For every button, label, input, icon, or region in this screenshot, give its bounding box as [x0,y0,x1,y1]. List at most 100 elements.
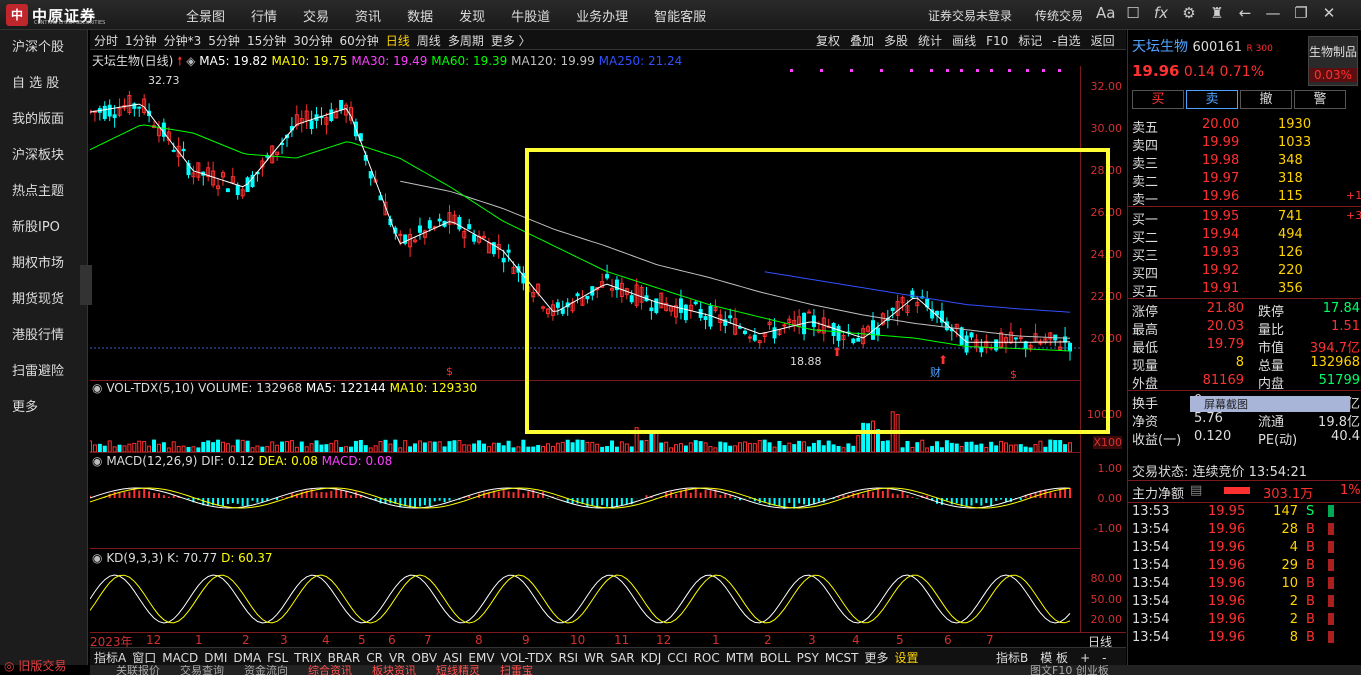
indicator-tab[interactable]: OBV [411,651,438,665]
footer-tab[interactable]: 板块资讯 [372,665,416,675]
order-book-row[interactable]: 卖五 20.00 1930 [1128,116,1361,136]
sector-box[interactable]: 生物制品 0.03% [1308,36,1358,86]
indicator-tab[interactable]: TRIX [294,651,322,665]
bell-icon[interactable]: ☐ [1126,4,1140,22]
sidebar-item[interactable]: 港股行情 [12,328,65,343]
period-tab[interactable]: 1分钟 [125,34,157,48]
period-tab[interactable]: 周线 [416,34,441,48]
chart-tool-button[interactable]: F10 [986,34,1009,48]
close-icon[interactable]: ✕ [1322,4,1336,22]
footer-tab[interactable]: 扫雷宝 [500,665,533,675]
footer-tab[interactable]: 资金流向 [244,665,288,675]
menu-item[interactable]: 交易 [303,10,330,25]
cancel-button[interactable]: 撤 [1240,90,1292,109]
footer-tab[interactable]: 综合资讯 [308,665,352,675]
chart-tool-button[interactable]: 复权 [816,34,841,48]
buy-button[interactable]: 买 [1132,90,1184,109]
sell-button[interactable]: 卖 [1186,90,1238,109]
indicator-tab[interactable]: PSY [796,651,819,665]
menu-item[interactable]: 行情 [251,10,278,25]
order-book-row[interactable]: 买四 19.92 220 [1128,262,1361,282]
menu-item[interactable]: 资讯 [355,10,382,25]
order-book-row[interactable]: 卖四 19.99 1033 [1128,134,1361,154]
order-book-row[interactable]: 卖一 19.96 115 +12 [1128,188,1361,208]
sidebar-item[interactable]: 沪深板块 [12,148,65,163]
chevron-icon[interactable]: ◈ [186,54,196,68]
menu-item[interactable]: 业务办理 [576,10,629,25]
gear-icon[interactable]: ◉ [92,551,103,565]
list-icon[interactable]: ▤ [1190,483,1203,498]
order-book-row[interactable]: 卖二 19.97 318 [1128,170,1361,190]
menu-item[interactable]: 牛股道 [511,10,551,25]
footer-tab[interactable]: 交易查询 [180,665,224,675]
chart-tool-button[interactable]: -自选 [1052,34,1081,48]
order-book-row[interactable]: 买三 19.93 126 [1128,244,1361,264]
indicator-tab[interactable]: SAR [610,651,635,665]
chart-tool-button[interactable]: 标记 [1018,34,1043,48]
sidebar-item[interactable]: 热点主题 [12,184,65,199]
kd-chart[interactable] [90,566,1080,632]
sidebar-item[interactable]: 期权市场 [12,256,65,271]
period-tab[interactable]: 日线 [385,34,410,48]
minimize-icon[interactable]: — [1265,4,1281,22]
indicator-right-button[interactable]: + [1080,651,1091,665]
indicator-tab[interactable]: EMV [468,651,495,665]
indicator-tab[interactable]: VOL-TDX [500,651,553,665]
sidebar-collapse-handle[interactable] [80,265,92,305]
sidebar-item[interactable]: 更多 [12,400,39,415]
chart-tool-button[interactable]: 统计 [918,34,943,48]
fx-icon[interactable]: fx [1153,4,1169,22]
indicator-tab[interactable]: KDJ [640,651,662,665]
indicator-tab[interactable]: RSI [558,651,579,665]
sidebar-item[interactable]: 扫雷避险 [12,364,65,379]
event-marker[interactable]: ⬆ [832,345,842,359]
indicator-tab[interactable]: BOLL [759,651,791,665]
indicator-tab[interactable]: MTM [725,651,754,665]
indicator-tab[interactable]: 设置 [894,651,919,665]
finance-marker[interactable]: 财 [930,365,941,379]
chart-tool-button[interactable]: 返回 [1090,34,1115,48]
footer-tab[interactable]: 关联报价 [116,665,160,675]
price-chart[interactable]: 32.73 18.88 $ $ 财 ⬆ ⬆ [90,66,1080,380]
period-tab[interactable]: 60分钟 [339,34,379,48]
dividend-marker[interactable]: $ [1010,368,1017,380]
sidebar-item[interactable]: 我的版面 [12,112,65,127]
indicator-tab[interactable]: FSL [267,651,289,665]
gear-icon[interactable]: ◉ [92,454,103,468]
old-version-trade[interactable]: ◎ 旧版交易 [4,659,67,673]
period-tab[interactable]: 分时 [94,34,119,48]
chart-tool-button[interactable]: 多股 [884,34,909,48]
period-tab[interactable]: 5分钟 [208,34,240,48]
period-tab[interactable]: 分钟*3 [163,34,202,48]
order-book-row[interactable]: 买一 19.95 741 +3 [1128,208,1361,228]
sidebar-item[interactable]: 自 选 股 [12,76,60,91]
order-book-row[interactable]: 买五 19.91 356 [1128,280,1361,300]
indicator-right-button[interactable]: - [1102,651,1107,665]
sidebar-item[interactable]: 期货现货 [12,292,65,307]
menu-item[interactable]: 发现 [459,10,486,25]
indicator-tab[interactable]: 窗口 [132,651,157,665]
indicator-tab[interactable]: 更多 [864,651,889,665]
period-tab[interactable]: 15分钟 [246,34,287,48]
chart-tool-button[interactable]: 叠加 [850,34,875,48]
maximize-icon[interactable]: ❐ [1294,4,1308,22]
font-size-icon[interactable]: Aa [1096,4,1116,22]
indicator-tab[interactable]: DMI [204,651,228,665]
indicator-tab[interactable]: DMA [233,651,262,665]
sidebar-item[interactable]: 沪深个股 [0,30,87,66]
indicator-tab[interactable]: VR [388,651,406,665]
period-tab[interactable]: 更多 〉 [490,34,531,48]
indicator-right-button[interactable]: 模 板 [1040,651,1069,665]
event-marker[interactable]: ⬆ [938,353,948,367]
gear-icon[interactable]: ⚙ [1182,4,1196,22]
footer-right[interactable]: 图文F10 创业板 [1030,665,1109,675]
indicator-tab[interactable]: ROC [693,651,720,665]
menu-item[interactable]: 智能客服 [654,10,707,25]
sidebar-item[interactable]: 新股IPO [12,220,60,235]
alert-button[interactable]: 警 [1294,90,1346,109]
order-book-row[interactable]: 卖三 19.98 348 [1128,152,1361,172]
indicator-tab[interactable]: CCI [667,651,688,665]
indicator-tab[interactable]: MACD [162,651,199,665]
indicator-tab[interactable]: CR [366,651,383,665]
shirt-icon[interactable]: ♜ [1210,4,1224,22]
